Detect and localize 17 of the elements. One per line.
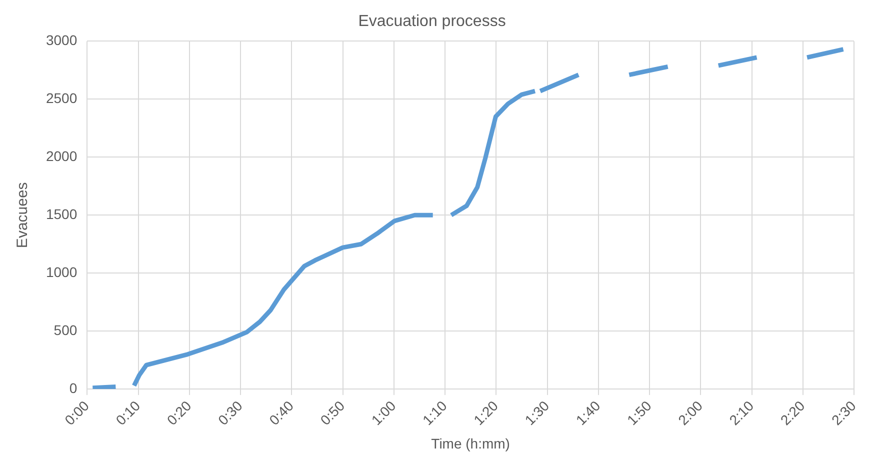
chart-title: Evacuation processs [358,13,506,30]
y-tick-label: 500 [54,322,78,338]
x-tick-label: 0:50 [317,397,348,428]
x-tick-label: 0:10 [112,397,144,428]
x-tick-label: 0:30 [214,397,246,428]
x-tick-label: 1:30 [522,397,552,428]
y-tick-label: 2500 [46,90,78,106]
y-tick-label: 0 [69,380,78,396]
x-tick-label: 0:20 [164,397,194,428]
x-tick-label: 0:40 [266,397,297,428]
x-tick-label: 0:00 [61,397,92,428]
y-tick-label: 3000 [46,32,78,48]
y-tick-label: 2000 [46,148,78,164]
x-axis-title: Time (h:mm) [431,435,510,452]
y-tick-label: 1500 [46,206,78,222]
y-axis-title: Evacuees [14,182,32,248]
y-tick-label: 1000 [46,264,78,280]
